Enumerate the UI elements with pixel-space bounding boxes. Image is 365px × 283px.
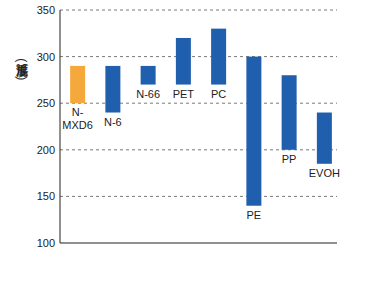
grid-line	[60, 56, 337, 57]
tick-label: 300	[37, 51, 55, 63]
category-label: PP	[282, 153, 297, 165]
bars	[70, 29, 332, 206]
category-label: PC	[211, 88, 226, 100]
category-label: N-MXD6	[62, 106, 93, 131]
label-part: MXD6	[62, 119, 93, 131]
x-axis	[60, 243, 337, 244]
y-axis	[60, 10, 61, 243]
category-label: PE	[247, 209, 262, 221]
chart: 100 150 200 250 300 350 成形温度 (℃) N-MXD6 N-6 N-66 P…	[0, 0, 365, 283]
tick-label: 100	[37, 237, 55, 249]
category-label: N-66	[136, 88, 160, 100]
range-bar	[211, 29, 226, 85]
category-label: EVOH	[309, 167, 340, 179]
range-bar	[141, 66, 156, 85]
category-label: PET	[173, 88, 195, 100]
range-bar	[246, 57, 261, 206]
grid-line	[60, 196, 337, 197]
tick-label: 250	[37, 97, 55, 109]
range-bar	[105, 66, 120, 113]
label-part: N-	[72, 106, 84, 118]
grid-line	[60, 10, 337, 11]
range-bar	[176, 38, 191, 85]
range-bar	[317, 113, 332, 164]
range-bar	[282, 75, 297, 150]
y-axis-label: 成形温度 (℃)	[15, 55, 29, 80]
category-label: N-6	[104, 116, 122, 128]
tick-label: 350	[37, 4, 55, 16]
tick-label: 150	[37, 190, 55, 202]
range-bar	[70, 66, 85, 103]
tick-label: 200	[37, 144, 55, 156]
